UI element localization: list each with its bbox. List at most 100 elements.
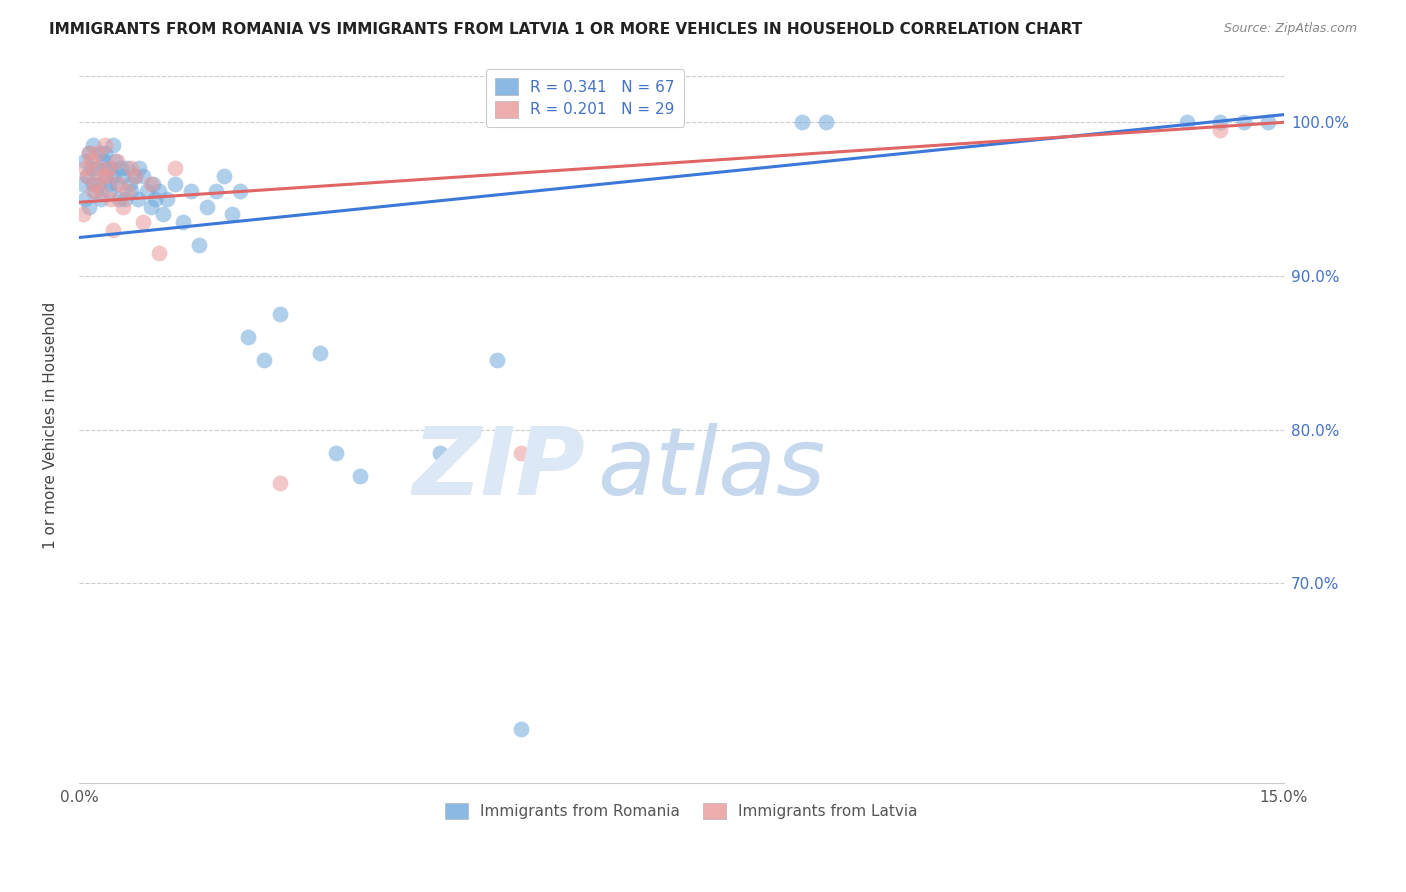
Point <box>1177 115 1199 129</box>
Point <box>120 161 142 176</box>
Point <box>148 185 170 199</box>
Point <box>309 346 332 360</box>
Point <box>112 169 135 183</box>
Point <box>100 192 122 206</box>
Point <box>112 200 135 214</box>
Point <box>76 169 98 183</box>
Point <box>108 177 131 191</box>
Point <box>94 138 117 153</box>
Point <box>103 138 125 153</box>
Point <box>90 192 112 206</box>
Point <box>90 185 112 199</box>
Y-axis label: 1 or more Vehicles in Household: 1 or more Vehicles in Household <box>44 302 58 549</box>
Point <box>221 207 243 221</box>
Point <box>172 215 194 229</box>
Point <box>165 161 187 176</box>
Point <box>91 153 114 168</box>
Point <box>108 192 131 206</box>
Point <box>79 146 101 161</box>
Point <box>1233 115 1256 129</box>
Point <box>152 207 174 221</box>
Point <box>94 146 117 161</box>
Point <box>98 161 121 176</box>
Point <box>228 185 250 199</box>
Point <box>105 153 128 168</box>
Point <box>349 468 371 483</box>
Point <box>110 161 132 176</box>
Point <box>136 185 159 199</box>
Point <box>127 192 149 206</box>
Point <box>97 177 120 191</box>
Point <box>84 177 107 191</box>
Point <box>124 169 146 183</box>
Point <box>103 223 125 237</box>
Legend: Immigrants from Romania, Immigrants from Latvia: Immigrants from Romania, Immigrants from… <box>439 797 924 825</box>
Point <box>80 161 103 176</box>
Point <box>269 307 291 321</box>
Point <box>124 169 146 183</box>
Point <box>128 161 150 176</box>
Point <box>84 185 107 199</box>
Point <box>77 146 100 161</box>
Point <box>80 153 103 168</box>
Point <box>75 192 97 206</box>
Point <box>76 169 98 183</box>
Text: ZIP: ZIP <box>412 423 585 515</box>
Point <box>485 353 508 368</box>
Point <box>156 192 179 206</box>
Point <box>82 185 104 199</box>
Point <box>132 215 155 229</box>
Point <box>509 723 531 737</box>
Point <box>509 445 531 459</box>
Point <box>790 115 813 129</box>
Point <box>429 445 451 459</box>
Point <box>104 153 127 168</box>
Point <box>1208 115 1230 129</box>
Point <box>100 161 122 176</box>
Point <box>115 161 138 176</box>
Point <box>87 161 110 176</box>
Point <box>236 330 259 344</box>
Point <box>120 185 142 199</box>
Point <box>86 161 108 176</box>
Point <box>142 177 165 191</box>
Point <box>1257 115 1279 129</box>
Point <box>101 169 124 183</box>
Point <box>180 185 202 199</box>
Point <box>204 185 226 199</box>
Point <box>72 177 94 191</box>
Point <box>75 161 97 176</box>
Point <box>93 169 115 183</box>
Text: Source: ZipAtlas.com: Source: ZipAtlas.com <box>1223 22 1357 36</box>
Point <box>197 200 219 214</box>
Point <box>91 169 114 183</box>
Point <box>212 169 235 183</box>
Text: atlas: atlas <box>598 423 825 514</box>
Point <box>814 115 837 129</box>
Point <box>165 177 187 191</box>
Point <box>118 177 141 191</box>
Point <box>82 177 104 191</box>
Point <box>325 445 347 459</box>
Point <box>98 185 121 199</box>
Text: IMMIGRANTS FROM ROMANIA VS IMMIGRANTS FROM LATVIA 1 OR MORE VEHICLES IN HOUSEHOL: IMMIGRANTS FROM ROMANIA VS IMMIGRANTS FR… <box>49 22 1083 37</box>
Point <box>188 238 211 252</box>
Point <box>132 169 155 183</box>
Point <box>115 185 138 199</box>
Point <box>1208 123 1230 137</box>
Point <box>90 146 112 161</box>
Point <box>96 161 118 176</box>
Point <box>148 246 170 260</box>
Point <box>253 353 276 368</box>
Point <box>73 153 96 168</box>
Point <box>143 192 166 206</box>
Point <box>79 200 101 214</box>
Point <box>141 177 163 191</box>
Point <box>269 476 291 491</box>
Point <box>114 192 136 206</box>
Point <box>87 177 110 191</box>
Point <box>82 138 104 153</box>
Point <box>86 146 108 161</box>
Point <box>96 169 118 183</box>
Point <box>72 207 94 221</box>
